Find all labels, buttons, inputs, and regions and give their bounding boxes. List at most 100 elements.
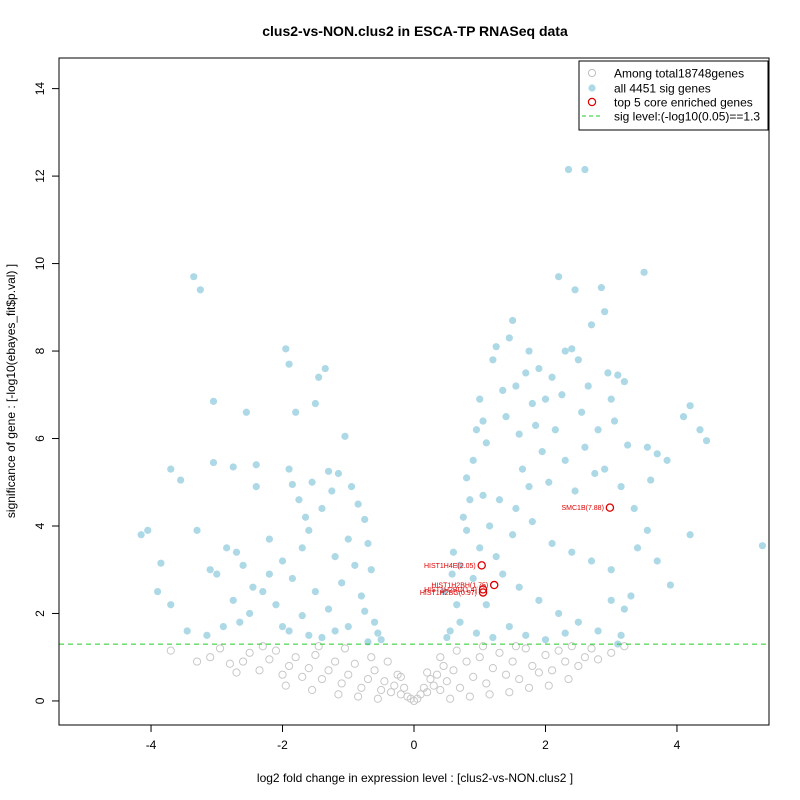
sig-point	[315, 373, 323, 381]
core-gene-point	[477, 561, 486, 570]
core-gene-label: HIST1H2BG(0.97)	[420, 590, 477, 597]
sig-point	[285, 627, 293, 635]
y-axis: 0 2 4 6 8 10 12 14	[33, 82, 59, 704]
sig-point	[341, 432, 349, 440]
sig-point	[489, 633, 497, 642]
y-axis-label: significance of gene : [-log10(ebayes_fi…	[4, 264, 18, 518]
legend-symbol-sig	[588, 84, 596, 92]
sig-point	[548, 539, 556, 548]
nonsig-point	[386, 688, 396, 697]
sig-point	[581, 165, 589, 174]
sig-point	[555, 609, 563, 618]
plot-frame	[58, 57, 770, 726]
sig-point	[495, 496, 504, 504]
sig-point	[604, 369, 612, 377]
sig-point	[758, 542, 767, 550]
nonsig-point	[469, 672, 478, 681]
sig-point	[278, 622, 287, 631]
sig-point	[298, 544, 306, 552]
core-gene-point	[489, 580, 499, 590]
sig-point	[502, 413, 510, 421]
legend-symbol-total	[587, 68, 597, 78]
sig-point	[167, 601, 175, 609]
sig-point	[545, 478, 553, 486]
sig-point	[344, 622, 352, 631]
sig-point	[236, 618, 244, 626]
sig-point	[653, 450, 661, 458]
sig-point	[492, 553, 500, 561]
sig-point	[571, 286, 579, 294]
nonsig-point	[400, 683, 409, 692]
sig-point	[301, 513, 310, 521]
sig-point	[525, 483, 533, 491]
x-axis: -4 -2 0 2 4	[146, 725, 681, 752]
y-tick-label: 14	[33, 82, 47, 96]
nonsig-point	[426, 674, 435, 684]
nonsig-point	[541, 650, 550, 660]
core-gene-point	[478, 585, 488, 594]
sig-point	[597, 284, 605, 292]
nonsig-point	[265, 655, 274, 664]
sig-point	[515, 430, 523, 438]
sig-point	[663, 456, 671, 464]
legend-label-total: Among total18748genes	[614, 67, 744, 81]
sig-point	[607, 566, 615, 574]
sig-point	[594, 627, 602, 635]
sig-point	[242, 408, 250, 416]
sig-point	[479, 417, 487, 425]
core-gene-label: SMC1B(7.88)	[562, 505, 604, 512]
sig-point	[509, 316, 517, 325]
sig-point	[456, 561, 464, 569]
nonsig-point	[383, 657, 392, 666]
sig-point	[449, 548, 458, 556]
nonsig-point	[475, 653, 484, 662]
nonsig-point	[324, 666, 333, 675]
nonsig-point	[281, 681, 290, 690]
sig-point	[462, 526, 471, 534]
sig-point	[183, 627, 191, 635]
nonsig-point	[561, 657, 570, 666]
x-tick-label: -4	[146, 738, 157, 752]
nonsig-point	[298, 672, 307, 681]
nonsig-point	[547, 666, 557, 675]
y-tick-label: 4	[33, 522, 47, 529]
sig-point	[219, 622, 227, 631]
sig-point	[265, 535, 273, 543]
nonsig-point	[370, 666, 379, 675]
sig-point	[370, 618, 379, 626]
nonsig-point	[340, 644, 350, 653]
sig-point	[696, 426, 704, 434]
nonsig-point	[350, 659, 359, 668]
sig-point	[538, 448, 546, 456]
nonsig-point	[232, 668, 241, 677]
nonsig-point	[515, 674, 524, 684]
sig-point	[564, 165, 573, 174]
nonsig-point	[482, 679, 491, 688]
sig-point	[617, 483, 625, 491]
sig-point	[607, 395, 615, 403]
legend: Among total18748genes all 4451 sig genes…	[578, 60, 769, 131]
sig-point	[666, 581, 674, 589]
sig-point	[561, 456, 569, 464]
sig-point	[541, 636, 550, 644]
sig-point	[295, 496, 303, 504]
nonsig-point	[337, 679, 346, 688]
sig-point	[213, 570, 221, 578]
sig-point	[515, 583, 523, 591]
sig-point	[624, 441, 632, 449]
sig-point	[610, 417, 619, 425]
sig-point	[614, 371, 622, 379]
sig-point	[223, 544, 231, 552]
sig-point	[334, 469, 342, 478]
chart-title: clus2-vs-NON.clus2 in ESCA-TP RNASeq dat…	[262, 23, 568, 39]
legend-box	[578, 60, 769, 131]
sig-point	[627, 592, 635, 600]
y-tick-label: 2	[33, 610, 47, 617]
nonsig-point	[521, 644, 530, 653]
sig-point	[512, 504, 520, 513]
sig-point	[318, 633, 326, 642]
sig-point	[587, 321, 596, 329]
sig-point	[285, 465, 293, 473]
nonsig-point	[432, 670, 442, 679]
